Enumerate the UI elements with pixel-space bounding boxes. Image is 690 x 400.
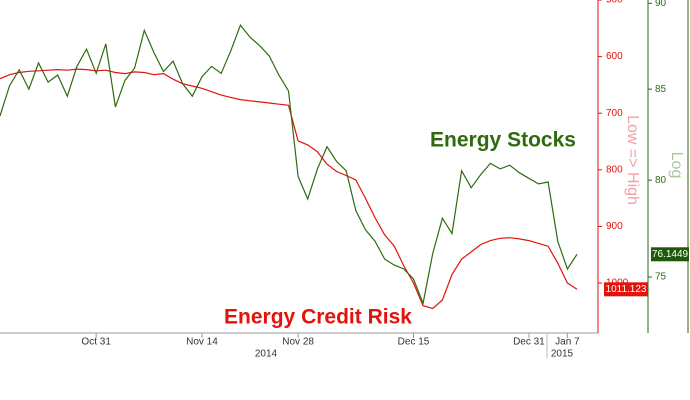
y-tick-label: 800 [606,164,623,175]
x-tick-label: Dec 15 [398,337,430,348]
y-tick-label: 500 [606,0,623,6]
x-tick-label: Nov 28 [282,337,314,348]
y-tick-label: 700 [606,108,623,119]
last-value-label: 76.1449 [652,249,689,260]
series-label: Energy Credit Risk [224,306,412,329]
y2-tick-label: 85 [655,84,667,95]
last-value-label: 1011.123 [606,284,647,295]
y-tick-label: 600 [606,51,623,62]
x-tick-label: Jan 7 [555,337,580,348]
last-value-box [604,282,648,297]
y-axis-title: Low => High [624,115,641,205]
x-group-label: 2014 [255,349,278,360]
series-label: Energy Stocks [430,129,576,152]
series-line [0,68,578,310]
y-tick-label: 900 [606,221,623,232]
y2-tick-label: 80 [655,175,667,186]
x-tick-label: Oct 31 [81,337,111,348]
y2-tick-label: 75 [655,272,667,283]
y2-tick-label: 90 [655,0,667,9]
last-value-box [651,247,689,262]
series-line [0,24,578,306]
x-tick-label: Dec 31 [513,337,545,348]
y2-axis-title: Log [668,152,685,179]
x-tick-label: Nov 14 [186,337,218,348]
x-group-label: 2015 [551,349,574,360]
